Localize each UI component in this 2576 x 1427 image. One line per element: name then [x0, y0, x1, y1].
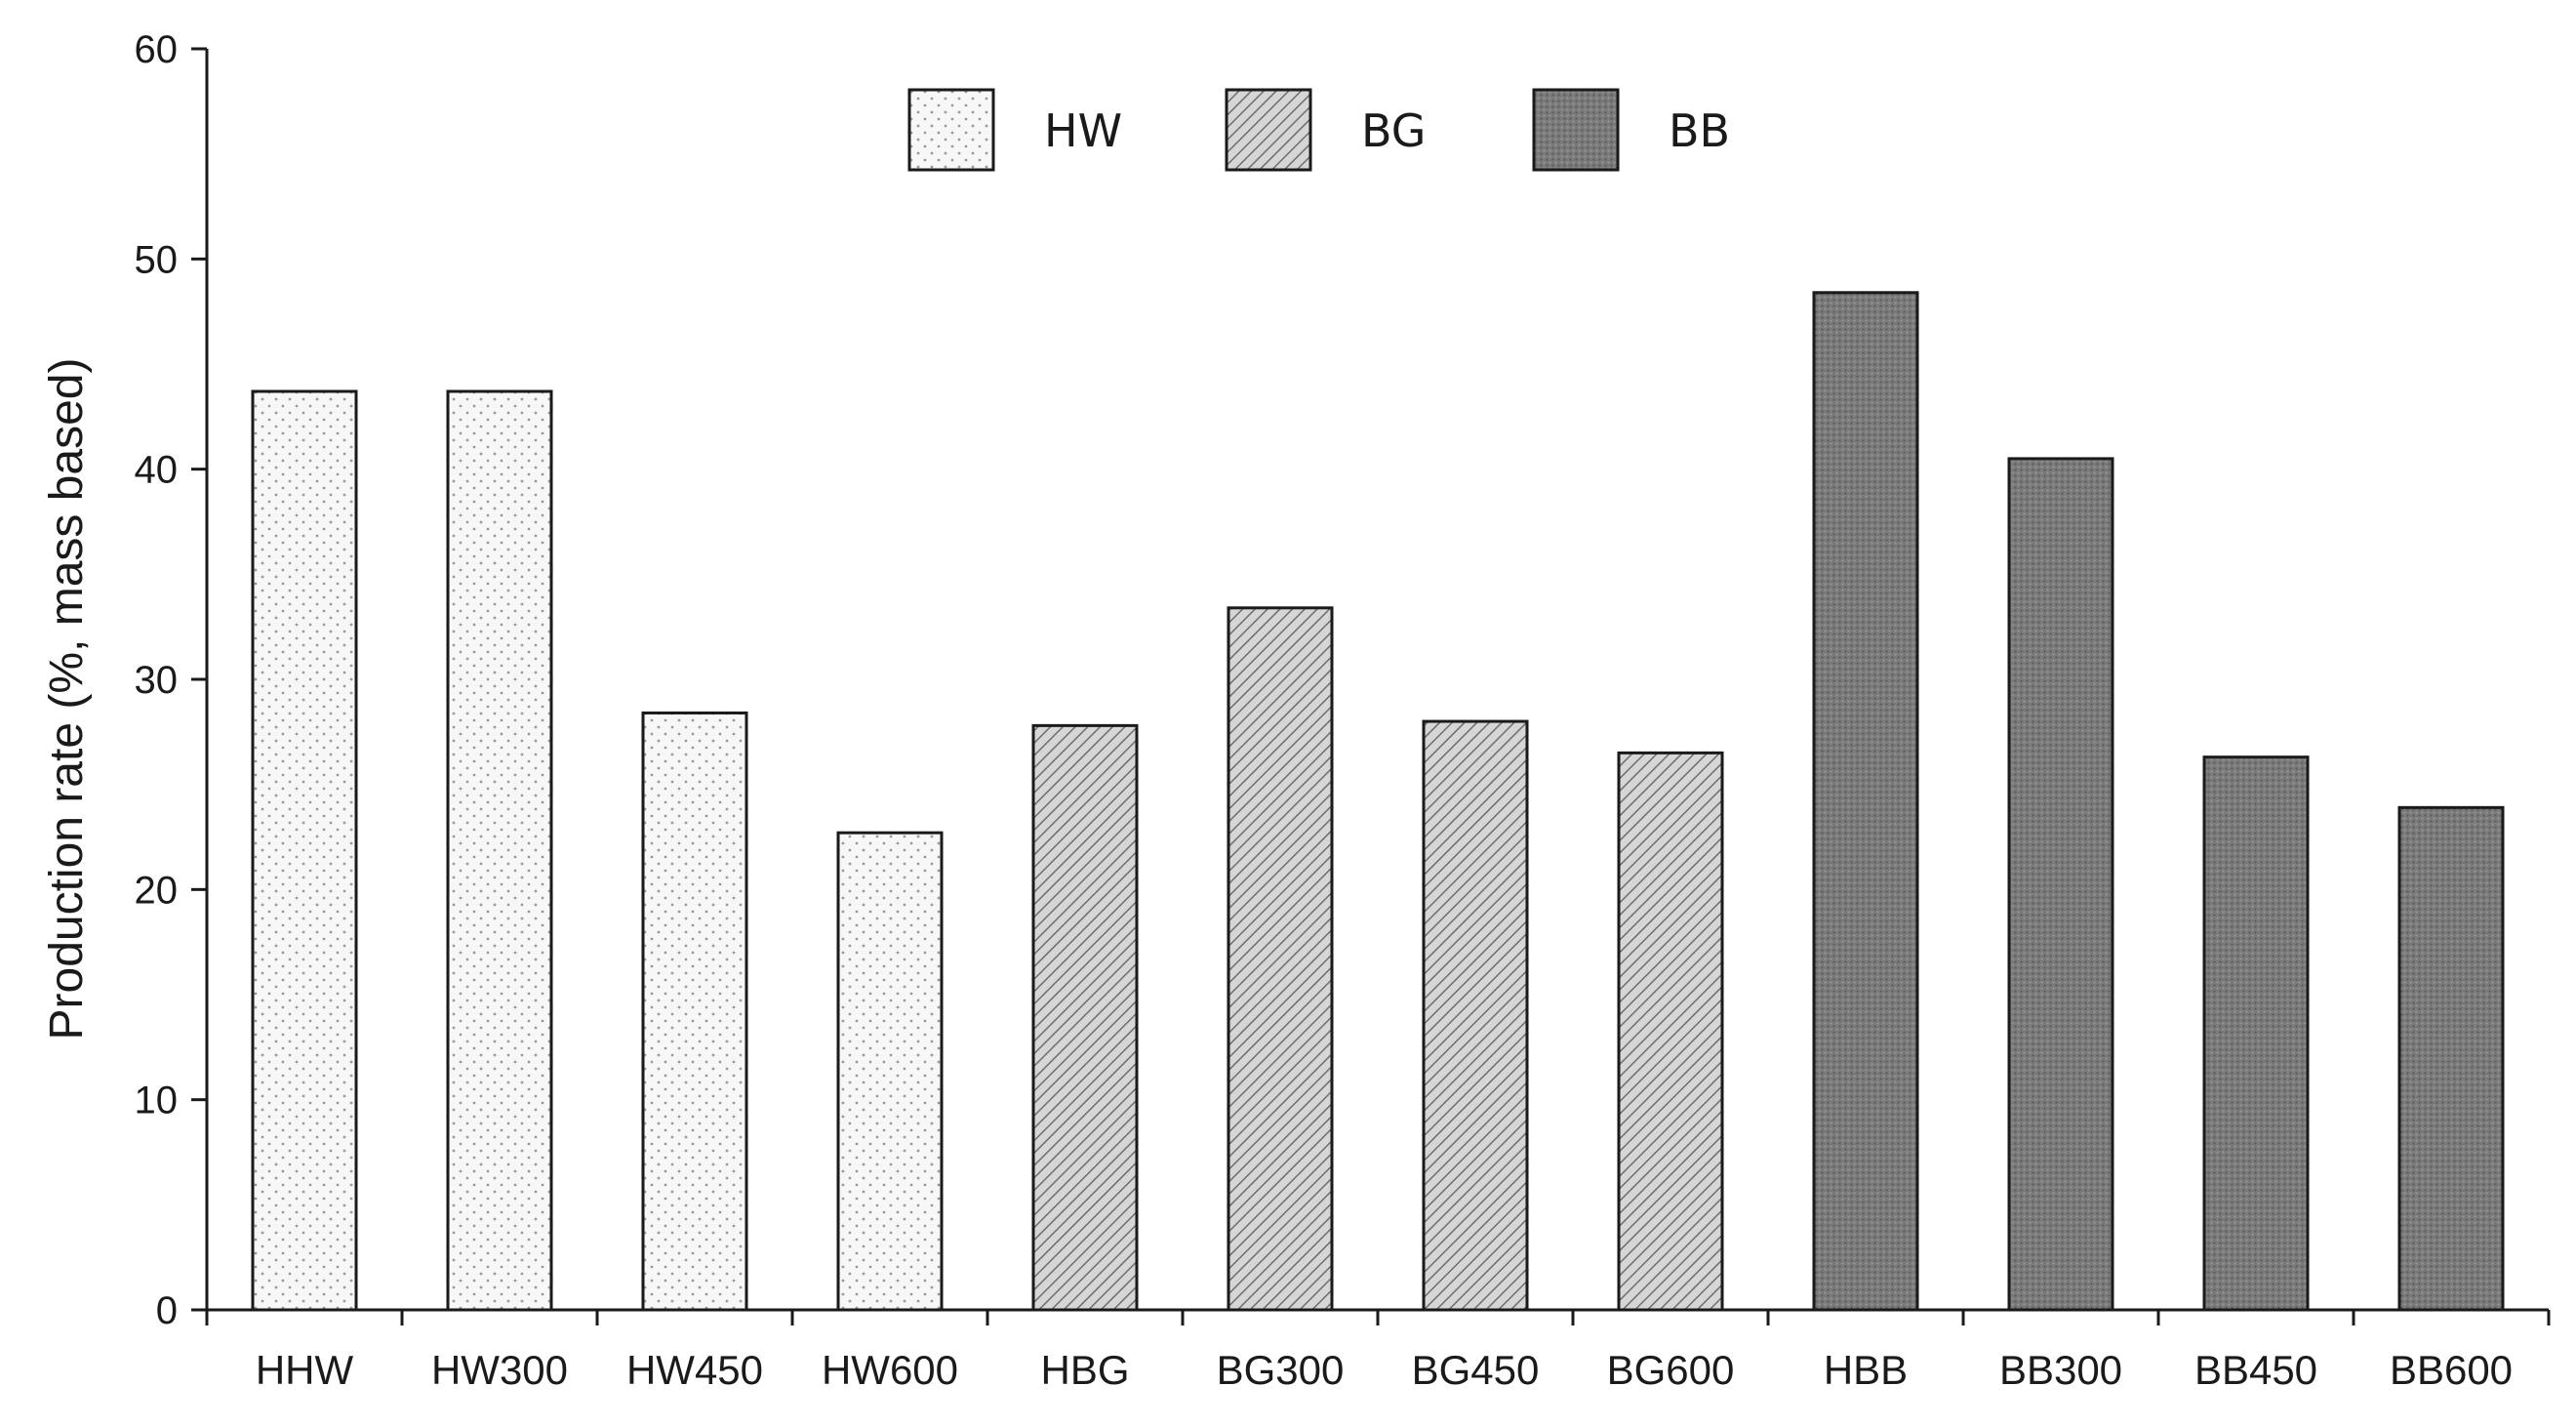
legend-label-bg: BG [1361, 104, 1426, 157]
bar-series [251, 291, 2505, 1312]
y-tick-label: 50 [135, 238, 179, 281]
y-axis-title: Production rate (%, mass based) [41, 358, 93, 1040]
x-tick-label: BG300 [1217, 1347, 1345, 1393]
legend: HW BG BB [907, 88, 1730, 172]
bar-bg450 [1422, 719, 1529, 1312]
x-tick-label: HBB [1824, 1347, 1908, 1393]
legend-swatch-bb [1532, 88, 1620, 172]
y-tick-label: 10 [135, 1080, 179, 1122]
bar-bg600 [1617, 751, 1724, 1312]
y-tick-label: 60 [135, 28, 179, 71]
x-tick-label: BG450 [1412, 1347, 1540, 1393]
legend-swatch-hw [907, 88, 995, 172]
x-tick-label: BB600 [2390, 1347, 2513, 1393]
x-tick-label: HW450 [626, 1347, 763, 1393]
legend-swatch-bg [1225, 88, 1312, 172]
bar-hw450 [641, 711, 748, 1312]
y-tick-label: 30 [135, 659, 179, 702]
y-tick-label: 40 [135, 449, 179, 492]
y-tick-label: 0 [156, 1289, 178, 1332]
bar-hhw [251, 389, 358, 1312]
bar-hw600 [836, 831, 944, 1312]
legend-label-hw: HW [1044, 104, 1122, 157]
legend-label-bb: BB [1669, 104, 1730, 157]
x-axis: HHW HW300 HW450 HW600 HBG BG300 BG450 BG600 HBB B… [205, 1310, 2551, 1393]
bar-hw300 [446, 389, 553, 1312]
x-tick-label: BB300 [1999, 1347, 2122, 1393]
y-tick-label: 20 [135, 869, 179, 912]
bar-bg300 [1227, 606, 1334, 1312]
x-tick-label: HBG [1040, 1347, 1129, 1393]
x-tick-label: BG600 [1607, 1347, 1735, 1393]
x-tick-label: BB450 [2194, 1347, 2317, 1393]
bar-hbg [1031, 723, 1139, 1312]
x-tick-label: HHW [256, 1347, 354, 1393]
x-tick-label: HW300 [431, 1347, 568, 1393]
x-tick-label: HW600 [822, 1347, 958, 1393]
bar-bb450 [2202, 755, 2310, 1312]
y-axis: 0 10 20 30 40 50 60 [135, 28, 207, 1332]
bar-bb300 [2007, 457, 2114, 1312]
bar-bb600 [2397, 805, 2505, 1312]
bar-hbb [1812, 291, 1919, 1312]
